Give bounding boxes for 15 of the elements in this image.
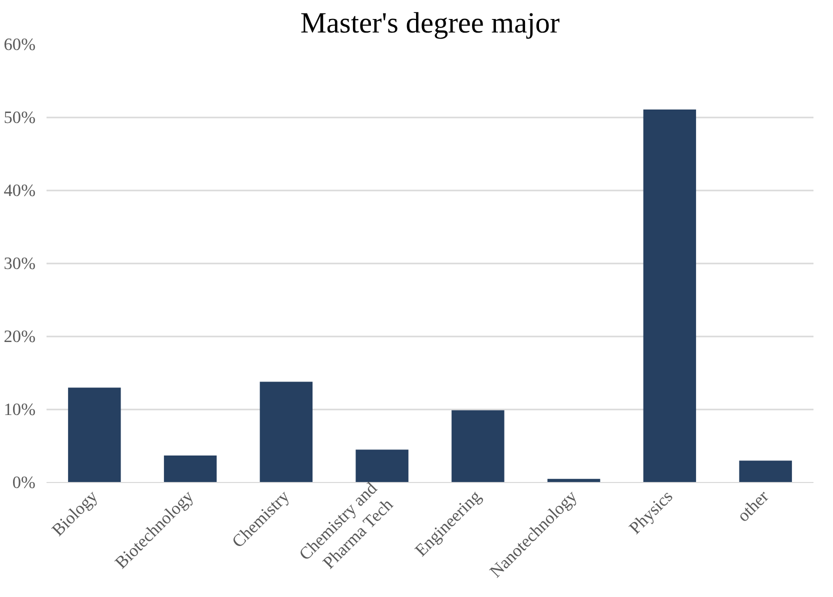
bar [260,382,313,482]
bar [164,455,217,482]
bar [643,109,696,482]
y-tick-label: 10% [4,400,36,419]
bar [739,460,792,482]
bar [356,450,408,482]
chart-title: Master's degree major [300,8,560,40]
bar [452,410,504,482]
y-tick-label: 20% [4,327,36,346]
y-tick-label: 40% [4,181,36,200]
y-tick-label: 50% [4,108,36,127]
y-tick-label: 30% [4,254,36,273]
y-tick-label: 0% [12,473,36,492]
bar [68,388,121,482]
y-tick-label: 60% [4,35,36,54]
